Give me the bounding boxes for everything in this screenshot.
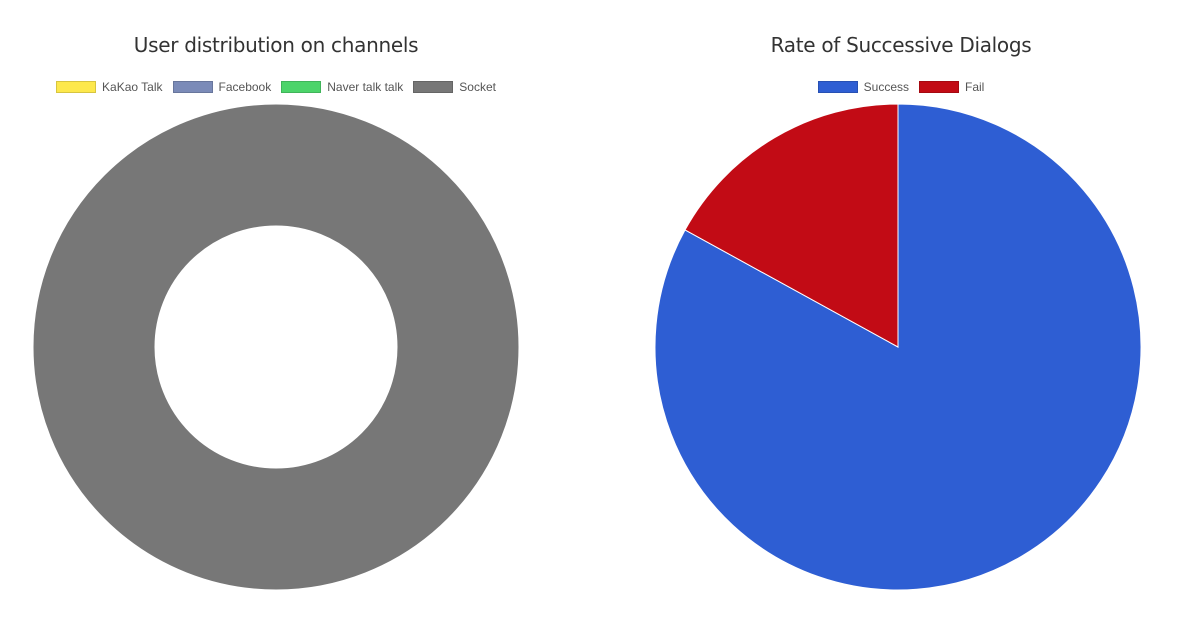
- channel-distribution-chart: User distribution on channels KaKao Talk…: [0, 0, 552, 626]
- legend-item-success[interactable]: Success: [817, 80, 909, 94]
- legend-swatch: [919, 81, 959, 93]
- legend-item-facebook[interactable]: Facebook: [172, 80, 272, 94]
- legend-swatch: [817, 81, 858, 93]
- slice-fail[interactable]: [684, 103, 899, 348]
- chart-legend: KaKao Talk Facebook Naver talk talk Socket: [0, 80, 552, 94]
- slice-socket[interactable]: [32, 103, 520, 591]
- legend-label: KaKao Talk: [102, 80, 163, 94]
- legend-item-socket[interactable]: Socket: [413, 80, 496, 94]
- legend-label: Fail: [965, 80, 985, 94]
- legend-swatch: [56, 81, 97, 93]
- legend-swatch: [172, 81, 213, 93]
- legend-label: Naver talk talk: [327, 80, 404, 94]
- legend-label: Facebook: [218, 80, 272, 94]
- doughnut-chart-canvas: [32, 103, 520, 591]
- legend-label: Socket: [459, 80, 496, 94]
- legend-item-kakao-talk[interactable]: KaKao Talk: [56, 80, 163, 94]
- chart-legend: Success Fail: [620, 80, 1182, 94]
- legend-swatch: [281, 81, 322, 93]
- legend-item-fail[interactable]: Fail: [919, 80, 984, 94]
- dialog-success-chart: Rate of Successive Dialogs Success Fail: [620, 0, 1182, 626]
- legend-item-naver-talk-talk[interactable]: Naver talk talk: [281, 80, 403, 94]
- chart-title: Rate of Successive Dialogs: [770, 33, 1032, 57]
- legend-swatch: [413, 81, 454, 93]
- chart-title: User distribution on channels: [133, 33, 419, 57]
- pie-chart-canvas: [654, 103, 1142, 591]
- legend-label: Success: [863, 80, 909, 94]
